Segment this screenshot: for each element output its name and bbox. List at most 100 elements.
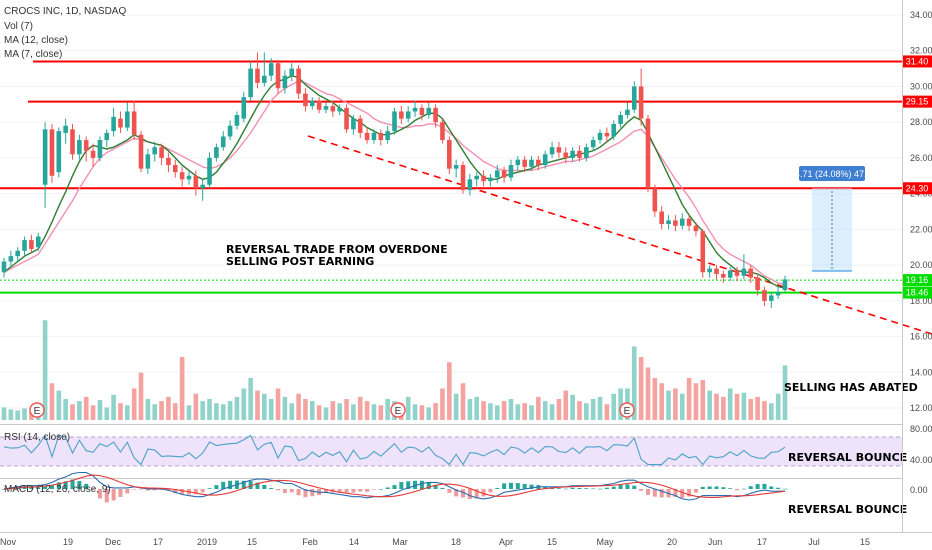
candle[interactable]: [241, 91, 247, 123]
candle[interactable]: [49, 123, 55, 183]
candle[interactable]: [501, 166, 507, 183]
candle[interactable]: [371, 129, 377, 144]
macd-panel[interactable]: MACD (12, 26, close, 9) REVERSAL BOUNCE: [0, 471, 907, 517]
candle[interactable]: [145, 148, 151, 174]
candle[interactable]: [453, 159, 459, 178]
candle[interactable]: [90, 143, 96, 167]
candle[interactable]: [536, 156, 541, 171]
candle[interactable]: [29, 234, 34, 253]
price-range-measure[interactable]: 4.71 (24.08%) 471: [795, 166, 869, 272]
candle[interactable]: [412, 100, 418, 117]
candle[interactable]: [118, 111, 123, 133]
candle[interactable]: [255, 52, 260, 89]
candle[interactable]: [590, 136, 596, 151]
candle[interactable]: [357, 115, 363, 139]
candle[interactable]: [542, 150, 548, 169]
candle[interactable]: [508, 159, 514, 182]
candle[interactable]: [275, 59, 281, 94]
candle[interactable]: [440, 118, 445, 144]
candle[interactable]: [679, 213, 685, 230]
candle[interactable]: [631, 81, 637, 114]
downtrend-line[interactable]: [307, 135, 932, 335]
candle[interactable]: [364, 127, 370, 144]
candle[interactable]: [323, 102, 329, 114]
candle[interactable]: [282, 70, 288, 94]
candle[interactable]: [597, 129, 603, 144]
candle[interactable]: [481, 170, 486, 187]
candle[interactable]: [309, 97, 315, 110]
candle[interactable]: [234, 111, 240, 130]
candle[interactable]: [782, 275, 788, 292]
candle[interactable]: [111, 107, 116, 137]
candle[interactable]: [727, 266, 733, 282]
candle[interactable]: [659, 206, 664, 230]
candle[interactable]: [42, 122, 48, 208]
candle[interactable]: [1, 257, 7, 278]
candle[interactable]: [152, 141, 158, 162]
candle[interactable]: [193, 170, 199, 196]
candle[interactable]: [172, 159, 178, 178]
candle[interactable]: [268, 57, 274, 82]
candle[interactable]: [131, 100, 137, 141]
candle[interactable]: [289, 63, 295, 82]
candle[interactable]: [419, 104, 425, 121]
candle[interactable]: [618, 111, 623, 128]
candle[interactable]: [22, 236, 27, 257]
candle[interactable]: [748, 265, 754, 283]
candle[interactable]: [125, 102, 130, 132]
candle[interactable]: [488, 173, 493, 187]
candle[interactable]: [35, 232, 41, 251]
candle[interactable]: [721, 270, 726, 283]
candle[interactable]: [734, 266, 740, 282]
candle[interactable]: [70, 123, 75, 160]
candle[interactable]: [166, 152, 171, 173]
candle[interactable]: [515, 156, 521, 171]
candle[interactable]: [351, 115, 356, 135]
candle[interactable]: [652, 184, 658, 217]
earnings-marker-3[interactable]: E: [619, 402, 635, 418]
candle[interactable]: [337, 104, 342, 116]
candle[interactable]: [494, 165, 500, 183]
candle[interactable]: [330, 100, 336, 117]
candle[interactable]: [707, 265, 712, 278]
rsi-panel[interactable]: RSI (14, close) REVERSAL BOUNCE: [0, 424, 907, 467]
candle[interactable]: [262, 52, 267, 87]
candle[interactable]: [768, 291, 774, 308]
candle[interactable]: [227, 120, 233, 141]
candle[interactable]: [159, 143, 164, 166]
candle[interactable]: [179, 166, 185, 187]
candles[interactable]: [1, 52, 788, 308]
candle[interactable]: [63, 118, 68, 144]
candle[interactable]: [563, 147, 569, 164]
candle[interactable]: [638, 68, 644, 126]
candle[interactable]: [460, 161, 466, 194]
candle[interactable]: [645, 115, 651, 192]
candle[interactable]: [611, 120, 617, 141]
candle[interactable]: [474, 172, 480, 187]
earnings-marker-2[interactable]: E: [390, 402, 406, 418]
time-axis[interactable]: Nov 19 Dec 17 2019 15 Feb 14 Mar 18 Apr 15 May 20 Jun 1…: [0, 532, 932, 548]
candle[interactable]: [385, 125, 390, 144]
candle[interactable]: [392, 107, 397, 135]
candle[interactable]: [447, 136, 452, 174]
candle[interactable]: [399, 106, 404, 124]
candle[interactable]: [433, 104, 438, 128]
candle[interactable]: [666, 215, 671, 230]
earnings-marker-1[interactable]: E: [29, 402, 45, 418]
candle[interactable]: [577, 145, 582, 162]
candle[interactable]: [700, 229, 706, 278]
candle[interactable]: [15, 247, 21, 262]
candle[interactable]: [714, 265, 719, 280]
candle[interactable]: [303, 88, 308, 112]
candle[interactable]: [77, 134, 82, 160]
candle[interactable]: [570, 147, 575, 162]
earnings-markers[interactable]: E E E: [29, 402, 635, 418]
candle[interactable]: [104, 129, 110, 148]
candle[interactable]: [604, 127, 610, 142]
candle[interactable]: [405, 106, 411, 123]
candle[interactable]: [214, 143, 219, 162]
candle[interactable]: [56, 127, 62, 178]
candle[interactable]: [296, 65, 301, 99]
candle[interactable]: [207, 152, 212, 189]
